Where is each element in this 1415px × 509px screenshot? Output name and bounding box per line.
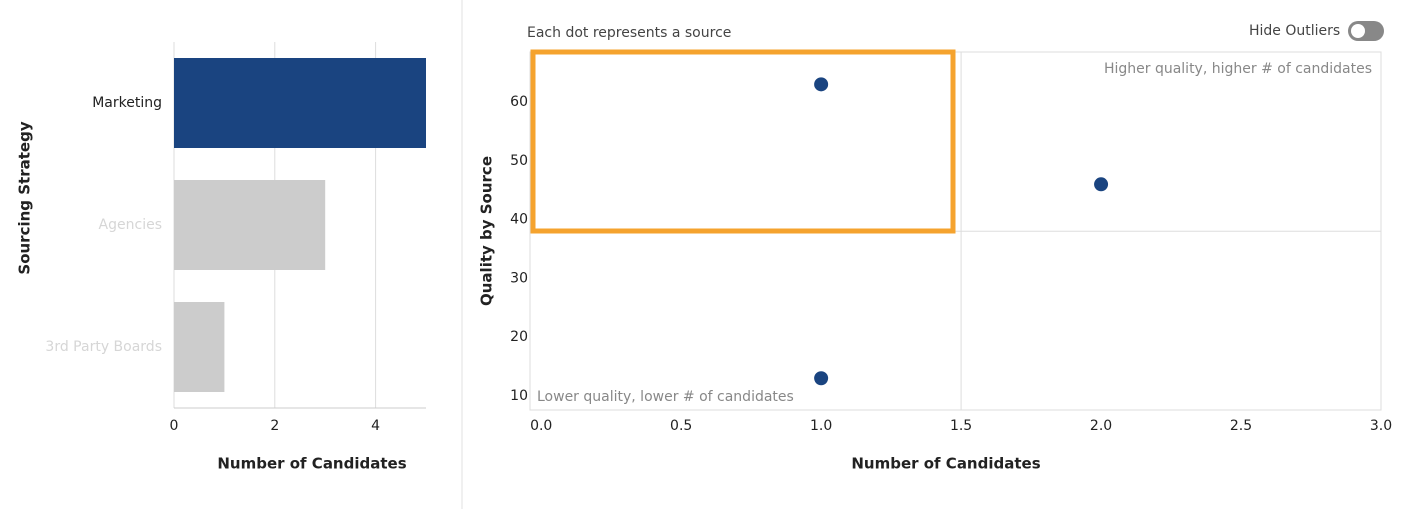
hide-outliers-toggle[interactable]: Hide Outliers [1249,21,1385,41]
bar [174,302,225,392]
highlight-box [530,49,956,234]
y-axis-title: Quality by Source [478,156,496,306]
point [814,371,829,386]
x-tick-label: 2.0 [1090,418,1112,434]
x-axis-title: Number of Candidates [851,455,1040,473]
x-tick-label: 2 [270,418,279,434]
bar [174,58,426,148]
x-tick-label: 0.5 [670,418,692,434]
x-tick-label: 1.0 [810,418,832,434]
annotation: Lower quality, lower # of candidates [537,389,794,405]
y-tick-label: 3rd Party Boards [45,339,162,355]
y-tick-label: 50 [510,153,528,169]
y-tick-label: 40 [510,212,528,228]
x-tick-label: 0.0 [530,418,552,434]
y-tick-label: Agencies [99,217,162,233]
y-tick-label: 20 [510,329,528,345]
subtitle: Each dot represents a source [527,25,731,41]
annotation: Higher quality, higher # of candidates [1104,61,1372,77]
y-tick-label: 10 [510,388,528,404]
x-tick-label: 3.0 [1370,418,1392,434]
x-tick-label: 0 [170,418,179,434]
x-tick-label: 2.5 [1230,418,1252,434]
toggle-label: Hide Outliers [1249,23,1341,39]
y-tick-label: 30 [510,270,528,286]
point [814,77,829,92]
y-tick-label: 60 [510,94,528,110]
x-tick-label: 4 [371,418,380,434]
x-axis-title: Number of Candidates [217,455,406,473]
point [1094,177,1109,192]
y-tick-label: Marketing [92,95,162,111]
bar [174,180,326,270]
y-axis-title: Sourcing Strategy [16,121,34,274]
x-tick-label: 1.5 [950,418,972,434]
toggle-switch[interactable] [1348,21,1385,41]
